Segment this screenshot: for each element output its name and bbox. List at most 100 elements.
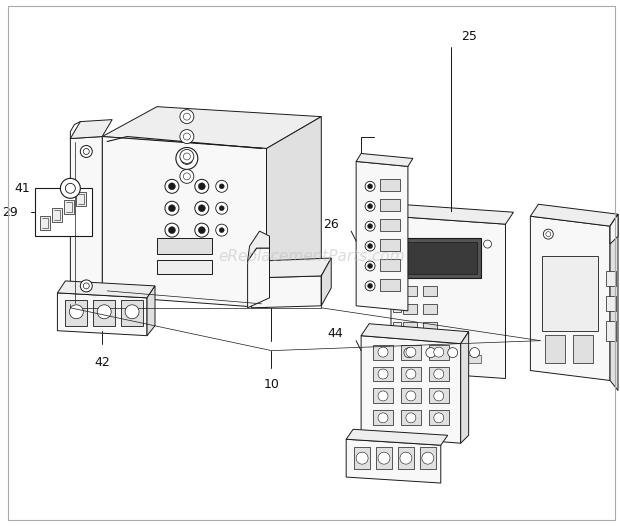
Bar — [423, 304, 436, 314]
Polygon shape — [252, 276, 321, 308]
Bar — [403, 304, 417, 314]
Circle shape — [469, 348, 480, 358]
Text: 10: 10 — [264, 378, 280, 390]
Bar — [373, 367, 393, 381]
Circle shape — [169, 183, 175, 190]
Circle shape — [422, 452, 434, 464]
Bar — [401, 367, 421, 381]
Polygon shape — [252, 258, 331, 278]
Bar — [157, 260, 212, 274]
Text: 41: 41 — [15, 182, 30, 195]
Polygon shape — [610, 214, 618, 390]
Circle shape — [378, 452, 390, 464]
Bar — [376, 447, 392, 469]
Circle shape — [83, 148, 89, 155]
Bar — [393, 256, 401, 268]
Circle shape — [378, 347, 388, 357]
Circle shape — [219, 206, 224, 211]
Polygon shape — [102, 137, 267, 308]
Bar — [403, 286, 417, 296]
Circle shape — [69, 305, 83, 319]
Text: 44: 44 — [327, 327, 343, 340]
Bar — [423, 355, 436, 362]
Bar — [354, 447, 370, 469]
Bar — [393, 278, 401, 290]
Circle shape — [219, 228, 224, 232]
Circle shape — [365, 221, 375, 231]
Bar — [373, 410, 393, 426]
Bar — [574, 335, 593, 362]
Circle shape — [368, 204, 373, 209]
Bar — [393, 322, 401, 333]
Bar — [380, 239, 400, 251]
Circle shape — [60, 178, 81, 198]
Circle shape — [198, 183, 205, 190]
Text: 25: 25 — [461, 31, 477, 44]
Circle shape — [365, 261, 375, 271]
Bar — [40, 216, 50, 230]
Bar — [380, 279, 400, 291]
Bar — [403, 322, 417, 332]
Polygon shape — [70, 137, 102, 306]
Circle shape — [198, 227, 205, 234]
Circle shape — [368, 244, 373, 249]
Circle shape — [176, 147, 198, 169]
Circle shape — [404, 348, 414, 358]
Circle shape — [81, 280, 92, 292]
Circle shape — [65, 184, 76, 193]
Polygon shape — [58, 293, 147, 336]
Polygon shape — [346, 429, 448, 445]
Polygon shape — [361, 336, 461, 443]
Polygon shape — [361, 323, 469, 343]
Text: eReplacementParts.com: eReplacementParts.com — [218, 248, 405, 264]
Circle shape — [219, 184, 224, 189]
Circle shape — [81, 146, 92, 157]
Circle shape — [365, 241, 375, 251]
Circle shape — [97, 305, 111, 319]
Bar — [467, 355, 480, 362]
Bar — [429, 367, 449, 381]
Bar — [121, 300, 143, 326]
Circle shape — [180, 149, 194, 164]
Circle shape — [356, 452, 368, 464]
Bar — [420, 447, 436, 469]
Circle shape — [434, 347, 444, 357]
Polygon shape — [247, 248, 270, 308]
Circle shape — [169, 205, 175, 212]
Circle shape — [368, 184, 373, 189]
Circle shape — [368, 284, 373, 288]
Polygon shape — [58, 281, 155, 298]
Bar — [429, 345, 449, 360]
Circle shape — [368, 224, 373, 229]
Circle shape — [180, 109, 194, 124]
Circle shape — [365, 181, 375, 191]
Circle shape — [180, 169, 194, 184]
Bar — [546, 335, 565, 362]
Polygon shape — [610, 214, 618, 244]
Circle shape — [434, 413, 444, 423]
Circle shape — [406, 347, 416, 357]
Bar — [606, 296, 616, 311]
Circle shape — [434, 369, 444, 379]
Bar — [380, 199, 400, 211]
Circle shape — [184, 133, 190, 140]
Circle shape — [378, 413, 388, 423]
Circle shape — [406, 391, 416, 401]
Polygon shape — [102, 107, 321, 148]
Circle shape — [169, 227, 175, 234]
Bar — [423, 322, 436, 332]
Bar — [407, 242, 477, 274]
Bar — [542, 256, 598, 331]
Circle shape — [406, 413, 416, 423]
Circle shape — [195, 179, 209, 193]
Polygon shape — [391, 216, 505, 379]
Circle shape — [406, 369, 416, 379]
Circle shape — [184, 153, 190, 160]
Bar — [401, 345, 421, 360]
Bar — [401, 389, 421, 403]
Bar — [393, 234, 401, 246]
Circle shape — [165, 223, 179, 237]
Circle shape — [184, 113, 190, 120]
Bar — [35, 188, 92, 236]
Text: 26: 26 — [324, 218, 339, 231]
